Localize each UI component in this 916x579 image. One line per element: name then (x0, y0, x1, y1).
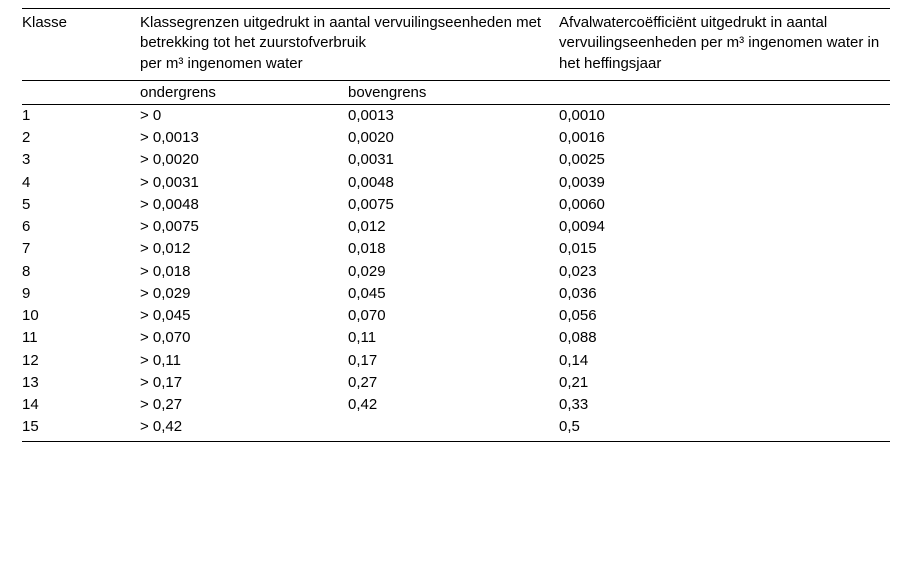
table-row: 6> 0,00750,0120,0094 (22, 216, 890, 238)
cell-klasse: 4 (22, 172, 140, 194)
cell-coef: 0,14 (559, 350, 890, 372)
cell-coef: 0,0060 (559, 194, 890, 216)
cell-klasse: 12 (22, 350, 140, 372)
table-row: 5> 0,00480,00750,0060 (22, 194, 890, 216)
cell-boven: 0,0075 (348, 194, 559, 216)
cell-boven: 0,070 (348, 305, 559, 327)
cell-onder: > 0,012 (140, 238, 348, 260)
cell-onder: > 0,0031 (140, 172, 348, 194)
col-header-coef: Afvalwatercoëfficiënt uitgedrukt in aant… (559, 9, 890, 81)
cell-boven: 0,0048 (348, 172, 559, 194)
table-body: 1> 00,00130,00102> 0,00130,00200,00163> … (22, 104, 890, 441)
cell-klasse: 11 (22, 327, 140, 349)
cell-boven: 0,17 (348, 350, 559, 372)
cell-onder: > 0,0075 (140, 216, 348, 238)
table-row: 11> 0,0700,110,088 (22, 327, 890, 349)
cell-klasse: 9 (22, 283, 140, 305)
table-row: 3> 0,00200,00310,0025 (22, 149, 890, 171)
cell-boven: 0,012 (348, 216, 559, 238)
cell-boven: 0,27 (348, 372, 559, 394)
cell-onder: > 0,018 (140, 261, 348, 283)
cell-coef: 0,0025 (559, 149, 890, 171)
cell-boven (348, 416, 559, 441)
cell-boven: 0,018 (348, 238, 559, 260)
cell-klasse: 7 (22, 238, 140, 260)
cell-coef: 0,015 (559, 238, 890, 260)
cell-klasse: 6 (22, 216, 140, 238)
cell-klasse: 14 (22, 394, 140, 416)
cell-klasse: 2 (22, 127, 140, 149)
table-header-row: Klasse Klassegrenzen uitgedrukt in aanta… (22, 9, 890, 81)
cell-klasse: 8 (22, 261, 140, 283)
subheader-bovengrens: bovengrens (348, 80, 559, 104)
cell-boven: 0,0020 (348, 127, 559, 149)
cell-coef: 0,023 (559, 261, 890, 283)
cell-onder: > 0,42 (140, 416, 348, 441)
table-row: 7> 0,0120,0180,015 (22, 238, 890, 260)
cell-boven: 0,42 (348, 394, 559, 416)
cell-onder: > 0,0020 (140, 149, 348, 171)
table-row: 8> 0,0180,0290,023 (22, 261, 890, 283)
cell-klasse: 15 (22, 416, 140, 441)
cell-klasse: 3 (22, 149, 140, 171)
cell-klasse: 1 (22, 104, 140, 127)
table-subheader-row: ondergrens bovengrens (22, 80, 890, 104)
cell-coef: 0,036 (559, 283, 890, 305)
cell-coef: 0,088 (559, 327, 890, 349)
cell-onder: > 0,11 (140, 350, 348, 372)
col-header-grenzen: Klassegrenzen uitgedrukt in aantal vervu… (140, 9, 559, 81)
subheader-ondergrens: ondergrens (140, 80, 348, 104)
cell-coef: 0,5 (559, 416, 890, 441)
table-row: 12> 0,110,170,14 (22, 350, 890, 372)
cell-onder: > 0,029 (140, 283, 348, 305)
cell-onder: > 0,27 (140, 394, 348, 416)
cell-boven: 0,11 (348, 327, 559, 349)
cell-coef: 0,056 (559, 305, 890, 327)
cell-klasse: 13 (22, 372, 140, 394)
col-header-klasse: Klasse (22, 9, 140, 81)
cell-coef: 0,0010 (559, 104, 890, 127)
cell-klasse: 5 (22, 194, 140, 216)
cell-coef: 0,0016 (559, 127, 890, 149)
cell-boven: 0,0031 (348, 149, 559, 171)
cell-boven: 0,045 (348, 283, 559, 305)
table-row: 15> 0,42 0,5 (22, 416, 890, 441)
cell-onder: > 0,0013 (140, 127, 348, 149)
cell-onder: > 0,070 (140, 327, 348, 349)
table-row: 9> 0,0290,0450,036 (22, 283, 890, 305)
subheader-blank-coef (559, 80, 890, 104)
subheader-blank-klasse (22, 80, 140, 104)
cell-onder: > 0,0048 (140, 194, 348, 216)
table-row: 1> 00,00130,0010 (22, 104, 890, 127)
table-row: 2> 0,00130,00200,0016 (22, 127, 890, 149)
table-row: 10> 0,0450,0700,056 (22, 305, 890, 327)
cell-klasse: 10 (22, 305, 140, 327)
cell-onder: > 0,17 (140, 372, 348, 394)
cell-onder: > 0,045 (140, 305, 348, 327)
cell-onder: > 0 (140, 104, 348, 127)
cell-coef: 0,0039 (559, 172, 890, 194)
cell-coef: 0,21 (559, 372, 890, 394)
table-row: 4> 0,00310,00480,0039 (22, 172, 890, 194)
table-row: 14> 0,270,420,33 (22, 394, 890, 416)
cell-coef: 0,33 (559, 394, 890, 416)
cell-boven: 0,0013 (348, 104, 559, 127)
cell-boven: 0,029 (348, 261, 559, 283)
klasse-table: Klasse Klassegrenzen uitgedrukt in aanta… (22, 8, 890, 442)
table-row: 13> 0,170,270,21 (22, 372, 890, 394)
cell-coef: 0,0094 (559, 216, 890, 238)
